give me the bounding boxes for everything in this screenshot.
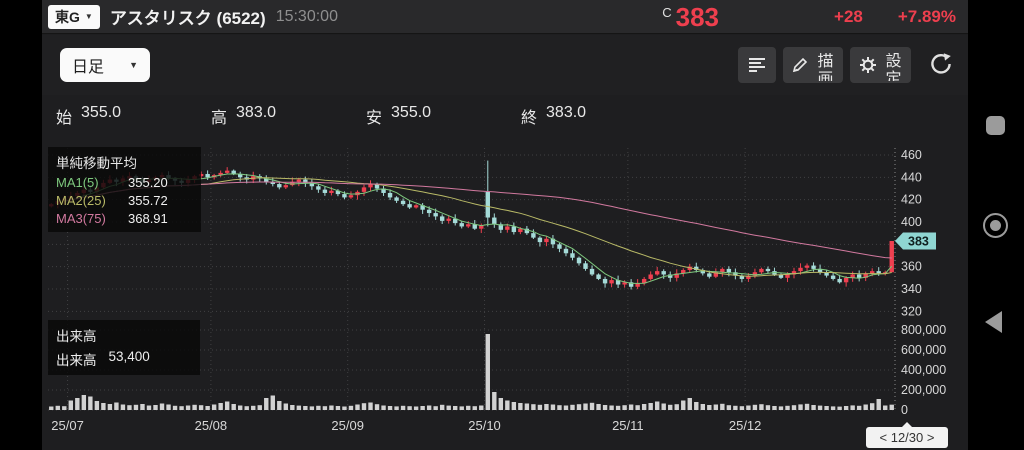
candlestick-chart[interactable]: 460440420400380360340320800,000600,00040… [42,138,968,450]
svg-text:800,000: 800,000 [901,323,946,337]
svg-text:25/10: 25/10 [468,418,501,433]
session-flag: C [662,4,672,20]
high-label: 高 [211,110,228,127]
svg-text:440: 440 [901,170,922,184]
ma1-value: 355.20 [128,175,168,190]
svg-text:360: 360 [901,260,922,274]
volume-label: 出来高 [56,353,97,368]
price-change: +28 [834,6,863,26]
gear-icon [860,57,876,73]
timeframe-selector[interactable]: 日足 ▼ [60,48,150,82]
header-bar: 東G ▼ アスタリスク (6522) 15:30:00 C 383 +28 +7… [42,0,968,34]
svg-text:25/08: 25/08 [195,418,228,433]
ohlc-row: 始 355.0 高 383.0 安 355.0 終 383.0 [56,104,676,128]
svg-text:400,000: 400,000 [901,363,946,377]
open-label: 始 [56,110,73,127]
svg-text:0: 0 [901,403,908,417]
chart-area: 460440420400380360340320800,000600,00040… [42,138,968,450]
refresh-icon [931,52,951,74]
ohlc-open: 始 355.0 [56,104,211,128]
stock-chart-app: 東G ▼ アスタリスク (6522) 15:30:00 C 383 +28 +7… [42,0,968,450]
settings-button[interactable]: 設定 [850,47,911,83]
ma3-label: MA3(75) [56,211,106,226]
low-value: 355.0 [391,104,432,121]
close-label: 終 [521,110,538,127]
android-nav-bar [968,0,1024,450]
ohlc-high: 高 383.0 [211,104,366,128]
svg-text:340: 340 [901,282,922,296]
svg-text:25/07: 25/07 [51,418,84,433]
chevron-down-icon: ▼ [84,12,93,21]
ma2-label: MA2(25) [56,193,106,208]
ma2-value: 355.72 [128,193,168,208]
ma-legend-title: 単純移動平均 [56,156,137,171]
low-label: 安 [366,110,383,127]
timeframe-label: 日足 [72,59,105,76]
ma2-row: MA2(25) 355.72 [56,193,193,208]
volume-legend: 出来高 出来高 53,400 [48,320,200,375]
volume-value: 53,400 [108,349,150,364]
ma1-row: MA1(5) 355.20 [56,175,193,190]
ma3-value: 368.91 [128,211,168,226]
high-value: 383.0 [236,104,277,121]
quote-time: 15:30:00 [275,7,338,25]
market-label: 東G [55,8,80,25]
svg-text:200,000: 200,000 [901,383,946,397]
back-button[interactable] [985,311,1002,333]
date-pager[interactable]: < 12/30 > [866,422,948,448]
open-value: 355.0 [81,104,122,121]
draw-label: 描画 [817,53,834,81]
refresh-button[interactable] [928,49,954,81]
chart-toolbar: 日足 ▼ 描画 [42,35,968,95]
indicator-list-button[interactable] [738,47,776,83]
svg-text:25/09: 25/09 [331,418,364,433]
market-selector[interactable]: 東G ▼ [48,4,100,29]
ohlc-close: 終 383.0 [521,104,676,128]
current-price: 383 [675,1,720,32]
home-button[interactable] [983,213,1008,238]
svg-text:25/12: 25/12 [729,418,762,433]
volume-legend-title: 出来高 [56,329,97,344]
ma3-row: MA3(75) 368.91 [56,211,193,226]
recent-apps-button[interactable] [986,116,1005,135]
ma1-label: MA1(5) [56,175,99,190]
list-bars-icon [749,58,765,72]
svg-text:25/11: 25/11 [612,418,644,433]
close-value: 383.0 [546,104,587,121]
draw-button[interactable]: 描画 [783,47,843,83]
svg-text:420: 420 [901,193,922,207]
chevron-down-icon: ▼ [129,60,138,70]
ohlc-low: 安 355.0 [366,104,521,128]
svg-text:320: 320 [901,304,922,318]
volume-row: 出来高 53,400 [56,349,192,369]
svg-text:460: 460 [901,148,922,162]
svg-text:383: 383 [908,234,929,248]
stock-title: アスタリスク (6522) [109,9,266,28]
pencil-icon [792,57,808,73]
ma-legend: 単純移動平均 MA1(5) 355.20 MA2(25) 355.72 MA3(… [48,147,201,232]
price-change-percent: +7.89% [897,6,956,26]
svg-text:400: 400 [901,215,922,229]
settings-label: 設定 [885,53,902,81]
svg-text:600,000: 600,000 [901,343,946,357]
